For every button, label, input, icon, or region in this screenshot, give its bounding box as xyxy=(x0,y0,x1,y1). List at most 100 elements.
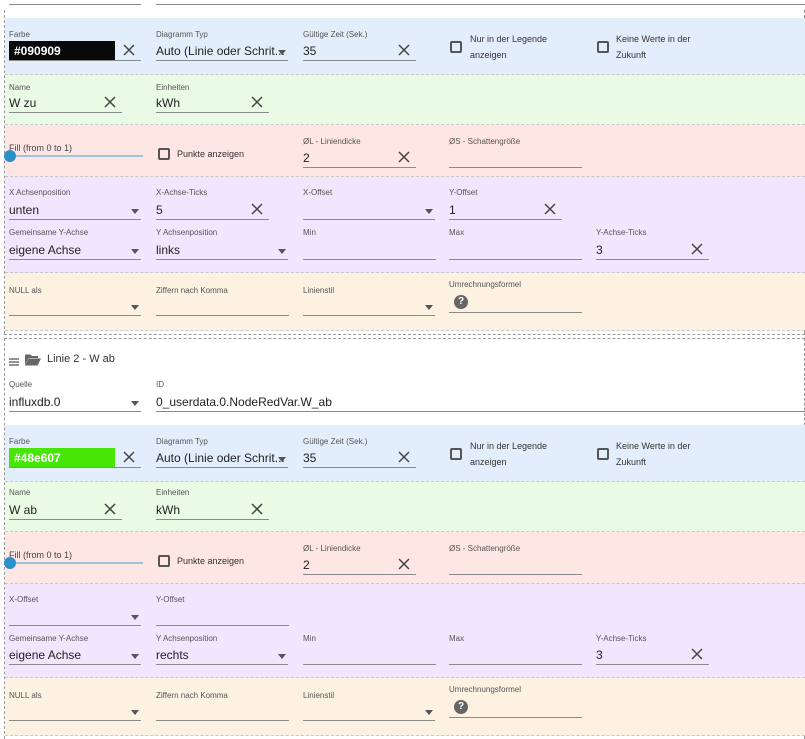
legend-only-checkbox[interactable] xyxy=(450,448,462,460)
y-ticks-label: Y-Achse-Ticks xyxy=(596,228,647,237)
close-icon[interactable] xyxy=(544,203,556,215)
line-width-label: ØL - Liniendicke xyxy=(303,137,361,146)
x-ticks-label: X-Achse-Ticks xyxy=(156,188,208,197)
null-as-select[interactable] xyxy=(9,701,141,721)
color-field[interactable]: #090909 xyxy=(9,41,141,61)
close-icon[interactable] xyxy=(104,503,116,515)
close-icon[interactable] xyxy=(398,151,410,163)
units-input[interactable]: kWh xyxy=(156,500,269,520)
no-future-checkbox[interactable] xyxy=(597,448,609,460)
chevron-down-icon xyxy=(131,209,139,214)
help-icon[interactable]: ? xyxy=(454,295,468,309)
line-width-value: 2 xyxy=(303,558,310,572)
y-axis-position-value: links xyxy=(156,243,181,257)
digits-input[interactable] xyxy=(156,701,289,721)
show-points-label: Punkte anzeigen xyxy=(177,149,245,159)
line-1-appearance-section: Farbe #090909 Diagramm Typ Auto (Linie o… xyxy=(5,18,805,75)
close-icon[interactable] xyxy=(123,451,135,463)
common-y-select[interactable]: eigene Achse xyxy=(9,645,141,665)
legend-only-checkbox[interactable] xyxy=(450,41,462,53)
chart-type-select[interactable]: Auto (Linie oder Schrit... xyxy=(156,41,288,61)
max-input[interactable] xyxy=(449,240,582,260)
null-as-select[interactable] xyxy=(9,296,141,316)
line-width-value: 2 xyxy=(303,151,310,165)
show-points-checkbox[interactable] xyxy=(158,148,170,160)
y-ticks-label: Y-Achse-Ticks xyxy=(596,634,647,643)
line-style-select[interactable] xyxy=(303,296,435,316)
line-style-select[interactable] xyxy=(303,701,435,721)
close-icon[interactable] xyxy=(691,243,703,255)
line-2-axis-section: X-Offset Y-Offset Gemeinsame Y-Achse eig… xyxy=(5,584,805,678)
valid-time-input[interactable]: 35 xyxy=(303,448,416,468)
close-icon[interactable] xyxy=(123,44,135,56)
close-icon[interactable] xyxy=(251,96,263,108)
chevron-down-icon xyxy=(131,401,139,406)
line-width-input[interactable]: 2 xyxy=(303,148,416,168)
no-future-checkbox[interactable] xyxy=(597,41,609,53)
y-axis-position-value: rechts xyxy=(156,648,189,662)
prev-field-underline-2 xyxy=(156,4,805,5)
hamburger-icon[interactable] xyxy=(9,354,19,366)
fill-slider-thumb[interactable] xyxy=(4,557,16,569)
color-swatch[interactable]: #090909 xyxy=(9,41,115,60)
min-input[interactable] xyxy=(303,645,436,665)
close-icon[interactable] xyxy=(398,558,410,570)
shadow-input[interactable] xyxy=(449,148,582,168)
close-icon[interactable] xyxy=(251,503,263,515)
min-input[interactable] xyxy=(303,240,436,260)
no-future-label: Keine Werte in der Zukunft xyxy=(616,441,691,467)
formula-input[interactable]: ? xyxy=(449,698,582,718)
name-value: W ab xyxy=(9,503,38,517)
card-separator-2 xyxy=(4,338,805,339)
close-icon[interactable] xyxy=(398,451,410,463)
y-ticks-input[interactable]: 3 xyxy=(596,645,709,665)
digits-input[interactable] xyxy=(156,296,289,316)
min-label: Min xyxy=(303,228,316,237)
color-swatch[interactable]: #48e607 xyxy=(9,448,115,467)
name-input[interactable]: W ab xyxy=(9,500,122,520)
valid-time-label: Gültige Zeit (Sek.) xyxy=(303,30,368,39)
x-ticks-input[interactable]: 5 xyxy=(156,200,269,220)
show-points-checkbox[interactable] xyxy=(158,555,170,567)
y-axis-position-select[interactable]: links xyxy=(156,240,288,260)
fill-slider-thumb[interactable] xyxy=(4,150,16,162)
close-icon[interactable] xyxy=(398,44,410,56)
x-axis-position-select[interactable]: unten xyxy=(9,200,141,220)
x-offset-select[interactable] xyxy=(303,200,435,220)
y-ticks-value: 3 xyxy=(596,648,603,662)
units-label: Einheiten xyxy=(156,83,190,92)
line-width-input[interactable]: 2 xyxy=(303,555,416,575)
y-offset-input[interactable]: 1 xyxy=(449,200,562,220)
x-axis-position-value: unten xyxy=(9,203,40,217)
close-icon[interactable] xyxy=(691,648,703,660)
chart-type-select[interactable]: Auto (Linie oder Schrit... xyxy=(156,448,288,468)
x-offset-select[interactable] xyxy=(9,606,141,626)
id-value: 0_userdata.0.NodeRedVar.W_ab xyxy=(156,395,332,409)
y-ticks-input[interactable]: 3 xyxy=(596,240,709,260)
source-select[interactable]: influxdb.0 xyxy=(9,392,141,412)
close-icon[interactable] xyxy=(251,203,263,215)
chevron-down-icon xyxy=(131,710,139,715)
close-icon[interactable] xyxy=(104,96,116,108)
fill-slider-track[interactable] xyxy=(9,155,143,157)
legend-only-label: Nur in der Legende anzeigen xyxy=(470,441,548,467)
common-y-select[interactable]: eigene Achse xyxy=(9,240,141,260)
units-input[interactable]: kWh xyxy=(156,93,269,113)
fill-slider-track[interactable] xyxy=(9,562,143,564)
name-input[interactable]: W zu xyxy=(9,93,122,113)
digits-label: Ziffern nach Komma xyxy=(156,691,228,700)
y-axis-position-select[interactable]: rechts xyxy=(156,645,288,665)
folder-open-icon[interactable] xyxy=(25,353,41,367)
id-input[interactable]: 0_userdata.0.NodeRedVar.W_ab xyxy=(156,392,805,412)
formula-input[interactable]: ? xyxy=(449,293,582,313)
chevron-down-icon xyxy=(425,710,433,715)
valid-time-input[interactable]: 35 xyxy=(303,41,416,61)
color-field[interactable]: #48e607 xyxy=(9,448,141,468)
valid-time-value: 35 xyxy=(303,44,317,58)
max-input[interactable] xyxy=(449,645,582,665)
line-1-format-section: NULL als Ziffern nach Komma Linienstil U… xyxy=(5,273,805,331)
shadow-input[interactable] xyxy=(449,555,582,575)
max-label: Max xyxy=(449,228,465,237)
help-icon[interactable]: ? xyxy=(454,700,468,714)
y-offset-input[interactable] xyxy=(156,606,289,626)
